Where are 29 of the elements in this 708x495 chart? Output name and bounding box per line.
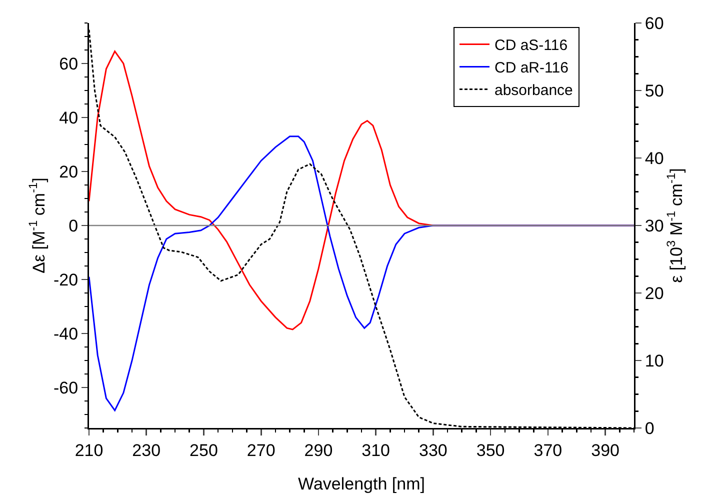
x-tick-label: 250	[190, 440, 218, 460]
legend-label: absorbance	[494, 82, 573, 100]
y-tick-label: 40	[59, 108, 78, 128]
y2-tick-label: 40	[644, 148, 664, 168]
legend-label: CD aS-116	[494, 37, 568, 54]
x-tick-label: 270	[246, 440, 276, 460]
x-tick-label: 390	[591, 440, 620, 460]
y2-tick-label: 0	[644, 418, 654, 438]
x-tick-label: 370	[534, 440, 562, 460]
x-tick-label: 210	[74, 440, 104, 460]
x-tick-label: 330	[419, 440, 448, 460]
legend-label: CD aR-116	[494, 60, 568, 77]
y2-tick-label: 30	[644, 216, 664, 236]
y-tick-label: 60	[59, 54, 78, 74]
x-tick-label: 350	[476, 440, 505, 460]
y-tick-label: -20	[54, 270, 78, 290]
y2-tick-label: 10	[644, 351, 664, 370]
x-tick-label: 310	[362, 440, 390, 460]
y-tick-label: 20	[59, 162, 78, 182]
y2-tick-label: 50	[644, 81, 664, 100]
y2-tick-label: 60	[644, 14, 664, 33]
x-tick-label: 290	[304, 440, 333, 460]
x-tick-label: 230	[132, 440, 161, 460]
y2-tick-label: 20	[644, 284, 664, 303]
y-tick-label: -40	[54, 324, 78, 344]
y-tick-label: -60	[54, 378, 78, 398]
line-series	[89, 136, 634, 412]
x-axis-title: Wavelength [nm]	[298, 474, 425, 494]
y-tick-label: 0	[68, 216, 78, 236]
